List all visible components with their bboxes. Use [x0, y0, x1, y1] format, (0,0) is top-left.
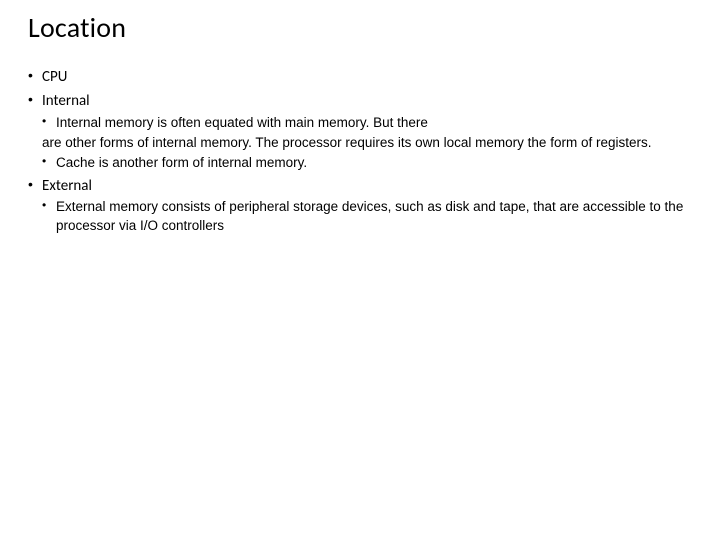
list-item-label: CPU: [42, 68, 67, 86]
sub-list-item: Cache is another form of internal memory…: [42, 154, 700, 172]
slide-title: Location: [28, 10, 700, 45]
bullet-list: CPU Internal Internal memory is often eq…: [28, 67, 700, 235]
sub-list-text: Cache is another form of internal memory…: [56, 155, 307, 170]
list-item: CPU: [28, 67, 700, 87]
slide: Location CPU Internal Internal memory is…: [0, 0, 720, 540]
sub-list-text: Internal memory is often equated with ma…: [56, 115, 428, 130]
list-item-label: External: [42, 177, 92, 195]
sub-list-text: External memory consists of peripheral s…: [56, 199, 683, 232]
sub-list-text: are other forms of internal memory. The …: [42, 134, 700, 152]
list-item: External External memory consists of per…: [28, 176, 700, 235]
sub-list-item: External memory consists of peripheral s…: [42, 198, 700, 234]
sub-list-continuation: are other forms of internal memory. The …: [42, 134, 700, 152]
list-item-label: Internal: [42, 92, 90, 110]
sub-list-item: Internal memory is often equated with ma…: [42, 114, 700, 132]
list-item: Internal Internal memory is often equate…: [28, 91, 700, 172]
sub-list: External memory consists of peripheral s…: [42, 198, 700, 234]
sub-list: Internal memory is often equated with ma…: [42, 114, 700, 173]
